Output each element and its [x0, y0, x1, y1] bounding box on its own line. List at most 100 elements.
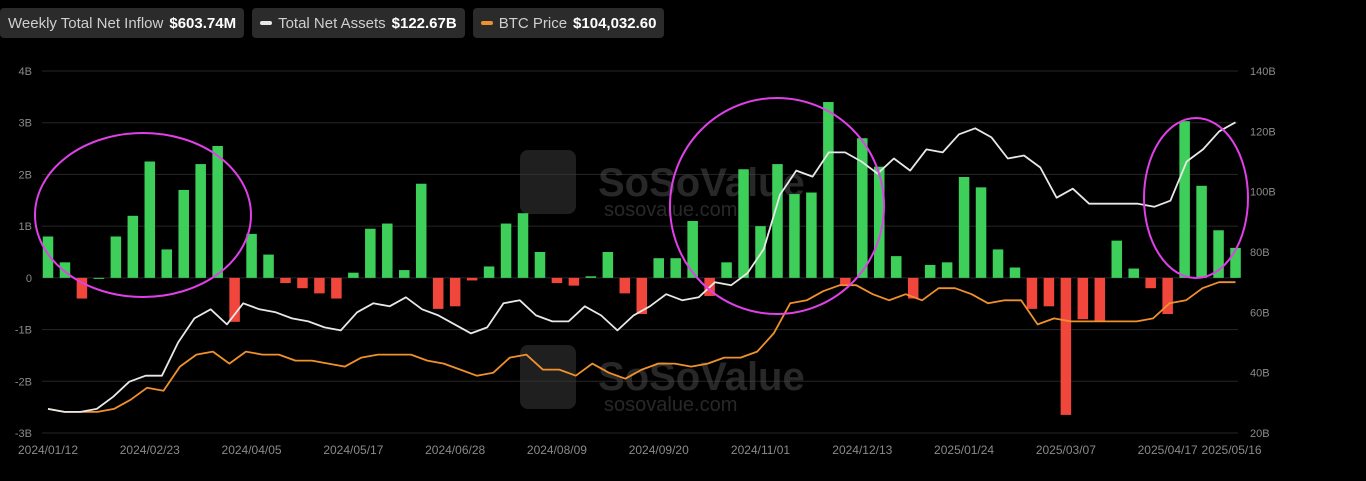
inflow-bar[interactable] [857, 138, 868, 278]
inflow-bar[interactable] [212, 145, 223, 278]
inflow-bar[interactable] [517, 213, 529, 278]
y-left-tick-label: -1B [15, 325, 32, 337]
inflow-bar[interactable] [398, 270, 410, 278]
inflow-bar[interactable] [382, 223, 393, 278]
highlight-circles [34, 97, 1249, 315]
inflow-bar[interactable] [348, 272, 359, 278]
watermark-name: SoSoValue [598, 355, 805, 399]
inflow-bar[interactable] [1026, 277, 1038, 309]
inflow-bar[interactable] [297, 277, 308, 289]
inflow-bar[interactable] [1009, 267, 1021, 278]
y-right-tick-label: 60B [1250, 307, 1270, 319]
inflow-bar[interactable] [1094, 277, 1106, 322]
highlight-ellipse [1143, 117, 1249, 279]
inflow-bar[interactable] [789, 194, 800, 278]
x-tick-label: 2024/06/28 [425, 443, 485, 457]
inflow-bar[interactable] [958, 177, 970, 278]
highlight-ellipse [34, 132, 252, 298]
inflow-bar[interactable] [415, 183, 427, 278]
inflow-bar[interactable] [619, 277, 631, 294]
legend-assets-swatch [260, 21, 273, 25]
legend-assets[interactable]: Total Net Assets $122.67B [252, 8, 465, 38]
inflow-bar[interactable] [263, 254, 274, 278]
inflow-bar[interactable] [331, 277, 342, 299]
inflow-bar[interactable] [76, 277, 88, 299]
inflow-bar[interactable] [585, 276, 597, 278]
inflow-bar[interactable] [840, 277, 851, 286]
inflow-bar[interactable] [500, 223, 512, 278]
inflow-bar[interactable] [229, 277, 240, 322]
inflow-bar[interactable] [1145, 277, 1156, 289]
inflow-bar[interactable] [823, 102, 834, 278]
inflow-bar[interactable] [127, 215, 139, 278]
inflow-bar[interactable] [602, 252, 614, 278]
inflow-bar[interactable] [874, 166, 885, 278]
inflow-bar[interactable] [1162, 277, 1173, 315]
inflow-bar[interactable] [636, 277, 648, 315]
inflow-bar[interactable] [1077, 277, 1089, 320]
inflow-bar[interactable] [907, 277, 919, 299]
inflow-bar[interactable] [449, 277, 461, 307]
inflow-bar[interactable] [246, 233, 257, 278]
legend-btc[interactable]: BTC Price $104,032.60 [472, 8, 665, 38]
inflow-bar[interactable] [483, 266, 495, 278]
y-right-tick-label: 140B [1250, 66, 1276, 78]
legend-inflow-label: Weekly Total Net Inflow [8, 14, 164, 32]
inflow-bar[interactable] [161, 249, 173, 278]
inflow-bars [42, 102, 1241, 415]
inflow-bar[interactable] [314, 277, 325, 294]
inflow-bar[interactable] [42, 236, 54, 278]
legend-inflow[interactable]: Weekly Total Net Inflow $603.74M [0, 8, 245, 38]
inflow-bar[interactable] [738, 169, 749, 278]
y-right-tick-label: 40B [1250, 368, 1270, 380]
inflow-bar[interactable] [1060, 277, 1072, 415]
inflow-bar[interactable] [195, 164, 206, 278]
y-left-tick-label: -2B [15, 376, 32, 388]
inflow-bar[interactable] [975, 187, 987, 278]
inflow-bar[interactable] [568, 277, 580, 286]
inflow-bar[interactable] [93, 277, 105, 279]
axis-labels: -3B -2B -1B 0 1B 2B 3B 4B 20B 40B 60B 80B 100B 120B 14… [15, 66, 1276, 457]
watermark-logo-icon [520, 345, 576, 409]
x-tick-label: 2024/04/05 [222, 443, 282, 457]
inflow-bar[interactable] [687, 220, 698, 278]
inflow-bar[interactable] [806, 192, 817, 278]
legend-btc-swatch [480, 21, 493, 25]
inflow-bar[interactable] [941, 262, 953, 278]
inflow-bar[interactable] [1111, 240, 1123, 278]
x-tick-label: 2024/05/17 [323, 443, 383, 457]
inflow-bar[interactable] [280, 277, 291, 284]
inflow-bar[interactable] [1196, 185, 1207, 278]
inflow-bar[interactable] [721, 262, 732, 278]
x-tick-label: 2024/11/01 [731, 443, 790, 457]
inflow-bar[interactable] [924, 264, 936, 278]
inflow-bar[interactable] [772, 164, 783, 278]
inflow-bar[interactable] [365, 228, 376, 278]
series-lines [47, 121, 1236, 413]
inflow-bar[interactable] [432, 277, 444, 309]
inflow-bar[interactable] [992, 249, 1004, 278]
inflow-bar[interactable] [1230, 247, 1241, 278]
inflow-bar[interactable] [178, 189, 189, 278]
inflow-bar[interactable] [551, 277, 563, 284]
inflow-bar[interactable] [59, 262, 71, 278]
inflow-bar[interactable] [110, 236, 122, 278]
inflow-bar[interactable] [890, 256, 902, 278]
inflow-bar[interactable] [534, 252, 546, 278]
y-left-tick-label: 0 [26, 273, 32, 285]
inflow-bar[interactable] [466, 277, 478, 281]
inflow-bar[interactable] [755, 226, 766, 278]
btc-price-line [47, 281, 1236, 413]
inflow-bar[interactable] [653, 258, 664, 278]
y-left-tick-label: -3B [15, 428, 32, 440]
y-left-tick-label: 2B [19, 169, 32, 181]
inflow-bar[interactable] [1043, 277, 1055, 307]
inflow-bar[interactable] [1213, 230, 1224, 278]
inflow-bar[interactable] [1128, 268, 1139, 278]
inflow-bar[interactable] [144, 161, 156, 278]
inflow-bar[interactable] [1179, 121, 1190, 278]
inflow-bar[interactable] [670, 258, 681, 278]
